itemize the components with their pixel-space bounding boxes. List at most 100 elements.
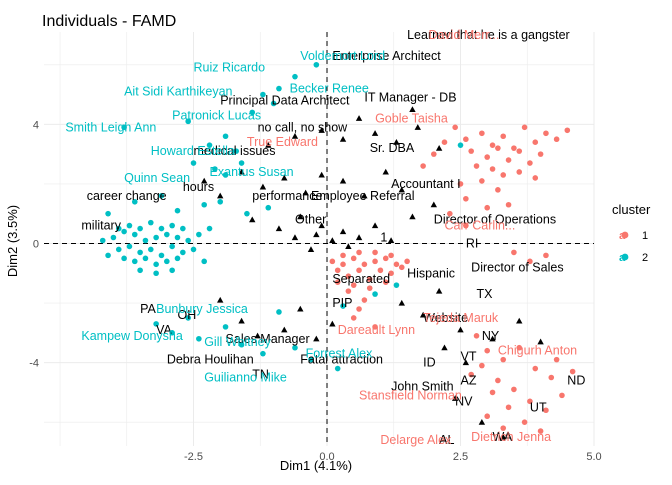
cluster-2-point (260, 91, 266, 98)
data-points (99, 61, 576, 440)
x-tick-label: -2.5 (184, 451, 203, 463)
supplementary-point (318, 222, 325, 229)
cluster-2-point (153, 261, 159, 268)
cluster-1-point (489, 166, 496, 172)
point-label: medical issues (194, 144, 276, 158)
x-axis-label: Dim1 (4.1%) (280, 458, 352, 473)
cluster-2-point (185, 315, 191, 321)
supplementary-point (281, 326, 288, 333)
cluster-2-point (276, 85, 282, 92)
cluster-2-point (105, 252, 111, 259)
cluster-2-point (164, 231, 170, 238)
supplementary-point (478, 418, 486, 425)
supplementary-point (265, 141, 272, 148)
point-label: Quinn Sean (124, 171, 190, 185)
cluster-1-point (382, 279, 389, 285)
legend-cluster-2-letter: a (619, 252, 626, 264)
cluster-1-point (340, 261, 346, 268)
cluster-1-point (543, 130, 549, 137)
cluster-2-point (185, 237, 191, 244)
cluster-1-point (372, 324, 378, 330)
cluster-2-point (126, 222, 133, 229)
cluster-1-point (366, 276, 373, 283)
cluster-1-point (393, 261, 400, 268)
supplementary-point (339, 177, 347, 184)
supplementary-point (329, 320, 336, 327)
supplementary-point (387, 237, 395, 244)
supplementary-point (355, 234, 363, 241)
cluster-2-point (137, 225, 143, 232)
legend-title: cluster (612, 202, 651, 217)
cluster-1-point (537, 428, 544, 434)
cluster-2-point (206, 225, 213, 232)
point-label: AZ (461, 373, 477, 387)
point-label: career change (87, 189, 167, 203)
y-tick-label: -4 (29, 358, 39, 370)
cluster-1-point (505, 201, 512, 208)
point-label: Forrest Alex (306, 347, 373, 361)
supplementary-point (371, 222, 379, 229)
supplementary-point (254, 332, 261, 339)
cluster-1-point (468, 148, 474, 154)
cluster-2-point (137, 267, 143, 274)
supplementary-point (345, 243, 352, 250)
point-label: VT (461, 350, 477, 364)
legend-cluster-2-label: 2 (642, 252, 648, 264)
supplementary-point (238, 317, 245, 324)
supplementary-point (355, 115, 363, 121)
supplementary-point (435, 287, 443, 294)
legend-cluster-1-letter: a (619, 230, 626, 242)
cluster-1-point (489, 389, 496, 396)
x-tick-label: 0.0 (319, 451, 334, 463)
point-label: hours (183, 180, 214, 194)
cluster-2-point (169, 267, 175, 274)
point-label: John Smith (391, 379, 454, 393)
legend-cluster-1-marker (621, 231, 629, 239)
point-label: Learned that he is a gangster (407, 28, 570, 42)
point-label: Exantus Susan (210, 165, 294, 179)
point-label: Kampew Donysha (81, 329, 182, 343)
cluster-1-point (377, 267, 384, 274)
cluster-1-point (516, 148, 523, 154)
cluster-1-point (350, 282, 357, 288)
cluster-2-point (174, 207, 181, 214)
cluster-1-point (495, 187, 501, 193)
cluster-1-point (340, 252, 346, 259)
cluster-1-point (521, 419, 528, 425)
cluster-1-point (532, 365, 539, 372)
cluster-1-point (420, 163, 426, 169)
point-label: AL (439, 433, 454, 447)
cluster-1-point (345, 288, 352, 294)
point-label: Delarge Alex (380, 433, 452, 447)
point-label: Enterprise Architect (332, 49, 441, 63)
cluster-1-point (334, 267, 341, 274)
cluster-1-point (500, 172, 507, 178)
cluster-2-point (206, 142, 213, 148)
cluster-1-point (463, 195, 469, 202)
point-label: UT (530, 400, 547, 414)
cluster-2-point (292, 344, 298, 351)
supplementary-point (249, 216, 256, 223)
cluster-2-point (153, 270, 159, 277)
point-label: Dareault Lynn (338, 323, 415, 337)
cluster-1-point (479, 178, 485, 184)
supplementary-point (398, 186, 405, 193)
cluster-2-point (169, 222, 175, 229)
annotation-labels: Learned that he is a gangster Enterprise … (65, 28, 585, 447)
cluster-2-point (126, 243, 133, 250)
x-tick-label: 2.5 (453, 451, 468, 463)
supplementary-point (281, 174, 288, 181)
cluster-2-point (238, 341, 245, 348)
cluster-2-point (115, 246, 122, 253)
cluster-2-point (137, 249, 143, 256)
cluster-2-point (174, 255, 181, 262)
supplementary-point (361, 192, 368, 199)
point-label: Chigurh Anton (498, 344, 577, 358)
point-label: Tejeda Maruk (423, 311, 499, 325)
cluster-2-point (196, 335, 202, 342)
cluster-2-point (105, 210, 111, 217)
cluster-1-point (398, 264, 405, 271)
cluster-1-point (361, 261, 368, 268)
cluster-2-point (115, 225, 122, 232)
cluster-1-point (484, 347, 491, 354)
